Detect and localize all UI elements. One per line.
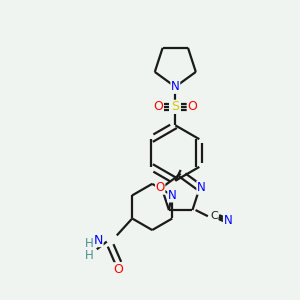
Text: O: O <box>187 100 197 113</box>
Text: O: O <box>153 100 163 113</box>
Text: O: O <box>113 263 123 276</box>
Text: O: O <box>155 181 165 194</box>
Text: S: S <box>171 100 179 113</box>
Text: N: N <box>168 189 177 202</box>
Text: N: N <box>171 80 180 93</box>
Text: N: N <box>224 214 232 226</box>
Text: C: C <box>210 211 218 221</box>
Text: H: H <box>85 237 94 250</box>
Text: N: N <box>197 181 206 194</box>
Text: N: N <box>94 233 103 247</box>
Text: H: H <box>85 249 94 262</box>
